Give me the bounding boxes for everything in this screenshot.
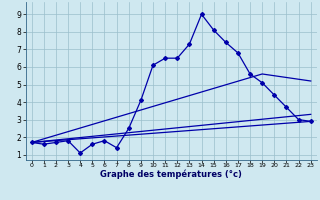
- X-axis label: Graphe des températures (°c): Graphe des températures (°c): [100, 170, 242, 179]
